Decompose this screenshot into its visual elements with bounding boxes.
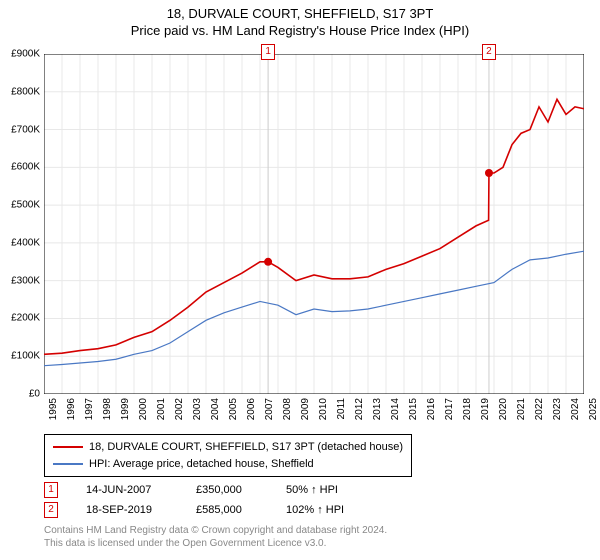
y-tick-label: £300K	[0, 275, 40, 286]
legend-line-series-1	[53, 463, 83, 465]
y-tick-label: £800K	[0, 86, 40, 97]
x-tick-label: 1997	[84, 398, 95, 428]
x-tick-label: 1999	[120, 398, 131, 428]
x-tick-label: 1995	[48, 398, 59, 428]
x-tick-label: 2003	[192, 398, 203, 428]
x-tick-label: 2010	[318, 398, 329, 428]
sale-marker-2: 2	[44, 502, 58, 518]
x-tick-label: 2001	[156, 398, 167, 428]
sale-price: £350,000	[196, 484, 286, 496]
x-tick-label: 2008	[282, 398, 293, 428]
y-tick-label: £100K	[0, 351, 40, 362]
x-tick-label: 2005	[228, 398, 239, 428]
footer-line-1: Contains HM Land Registry data © Crown c…	[44, 524, 387, 537]
x-tick-label: 2009	[300, 398, 311, 428]
legend-label-series-1: HPI: Average price, detached house, Shef…	[89, 456, 314, 473]
y-tick-label: £0	[0, 389, 40, 400]
x-tick-label: 2016	[426, 398, 437, 428]
x-tick-label: 2004	[210, 398, 221, 428]
x-tick-label: 2023	[552, 398, 563, 428]
chart-sale-marker: 2	[482, 44, 496, 60]
x-tick-label: 2017	[444, 398, 455, 428]
sales-table: 1 14-JUN-2007 £350,000 50% ↑ HPI 2 18-SE…	[44, 480, 406, 520]
chart-container: 18, DURVALE COURT, SHEFFIELD, S17 3PT Pr…	[0, 0, 600, 560]
legend-label-series-0: 18, DURVALE COURT, SHEFFIELD, S17 3PT (d…	[89, 439, 403, 456]
x-tick-label: 2024	[570, 398, 581, 428]
sale-hpi-relation: 50% ↑ HPI	[286, 484, 406, 496]
y-tick-label: £200K	[0, 313, 40, 324]
chart-title: 18, DURVALE COURT, SHEFFIELD, S17 3PT Pr…	[0, 0, 600, 40]
sale-marker-1: 1	[44, 482, 58, 498]
x-tick-label: 2015	[408, 398, 419, 428]
y-tick-label: £700K	[0, 124, 40, 135]
sale-hpi-relation: 102% ↑ HPI	[286, 504, 406, 516]
x-tick-label: 1996	[66, 398, 77, 428]
x-tick-label: 2025	[588, 398, 599, 428]
x-tick-label: 1998	[102, 398, 113, 428]
footer-attribution: Contains HM Land Registry data © Crown c…	[44, 524, 387, 550]
y-tick-label: £600K	[0, 162, 40, 173]
sale-price: £585,000	[196, 504, 286, 516]
footer-line-2: This data is licensed under the Open Gov…	[44, 537, 387, 550]
x-tick-label: 2018	[462, 398, 473, 428]
x-tick-label: 2002	[174, 398, 185, 428]
x-tick-label: 2006	[246, 398, 257, 428]
y-tick-label: £500K	[0, 200, 40, 211]
x-tick-label: 2022	[534, 398, 545, 428]
x-tick-label: 2013	[372, 398, 383, 428]
x-tick-label: 2021	[516, 398, 527, 428]
legend-item: HPI: Average price, detached house, Shef…	[53, 456, 403, 473]
y-tick-label: £900K	[0, 49, 40, 60]
title-line-1: 18, DURVALE COURT, SHEFFIELD, S17 3PT	[0, 6, 600, 23]
sale-row: 1 14-JUN-2007 £350,000 50% ↑ HPI	[44, 480, 406, 500]
x-tick-label: 2007	[264, 398, 275, 428]
legend-box: 18, DURVALE COURT, SHEFFIELD, S17 3PT (d…	[44, 434, 412, 477]
x-tick-label: 2012	[354, 398, 365, 428]
x-tick-label: 2014	[390, 398, 401, 428]
x-tick-label: 2011	[336, 398, 347, 428]
title-line-2: Price paid vs. HM Land Registry's House …	[0, 23, 600, 40]
legend-item: 18, DURVALE COURT, SHEFFIELD, S17 3PT (d…	[53, 439, 403, 456]
chart-sale-marker: 1	[261, 44, 275, 60]
sale-date: 18-SEP-2019	[86, 504, 196, 516]
sale-date: 14-JUN-2007	[86, 484, 196, 496]
chart-area: £0£100K£200K£300K£400K£500K£600K£700K£80…	[44, 54, 584, 394]
x-tick-label: 2020	[498, 398, 509, 428]
x-tick-label: 2000	[138, 398, 149, 428]
y-tick-label: £400K	[0, 237, 40, 248]
chart-svg	[44, 54, 584, 394]
legend-line-series-0	[53, 446, 83, 448]
sale-row: 2 18-SEP-2019 £585,000 102% ↑ HPI	[44, 500, 406, 520]
x-tick-label: 2019	[480, 398, 491, 428]
